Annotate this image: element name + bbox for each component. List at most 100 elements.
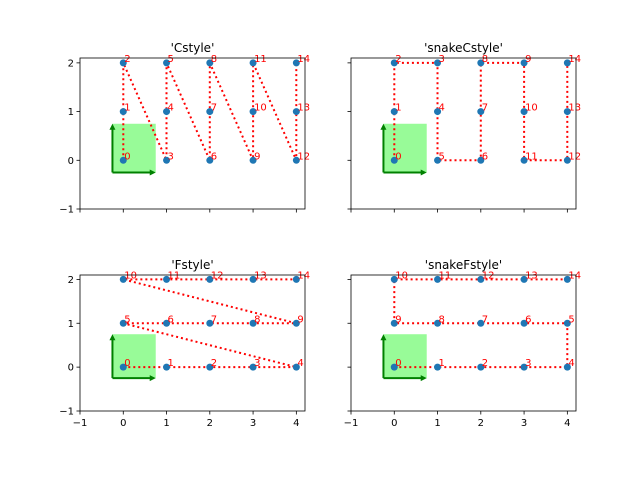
x-tick-label: 3 — [250, 418, 256, 429]
x-arrow-head — [420, 169, 427, 176]
data-point-11 — [520, 156, 528, 164]
x-arrow-head — [149, 169, 156, 176]
data-point-4 — [292, 363, 300, 371]
data-point-7 — [206, 319, 214, 327]
data-point-14 — [563, 275, 571, 283]
point-label-10: 10 — [395, 270, 408, 281]
axes-frame — [79, 274, 306, 412]
data-point-13 — [520, 275, 528, 283]
point-label-7: 7 — [211, 103, 217, 114]
x-tick-label: 1 — [163, 418, 169, 429]
data-point-12 — [477, 275, 485, 283]
data-point-7 — [477, 319, 485, 327]
data-point-3 — [434, 59, 442, 67]
data-point-10 — [390, 275, 398, 283]
point-label-3: 3 — [168, 151, 174, 162]
x-tick-label: −1 — [73, 418, 88, 429]
unit-box — [112, 334, 156, 379]
point-label-3: 3 — [525, 358, 531, 369]
path-line — [123, 278, 297, 369]
data-point-3 — [520, 363, 528, 371]
subplot-title: 'snakeFstyle' — [425, 258, 502, 272]
point-label-11: 11 — [168, 270, 181, 281]
data-point-6 — [206, 156, 214, 164]
y-tick-label: −1 — [59, 205, 74, 216]
path-line — [393, 278, 569, 369]
data-point-14 — [292, 59, 300, 67]
point-label-13: 13 — [297, 103, 310, 114]
y-tick-label: 0 — [68, 156, 74, 167]
x-tick-label: 3 — [521, 418, 527, 429]
y-tick-label: −1 — [59, 407, 74, 418]
point-label-6: 6 — [168, 314, 174, 325]
y-arrow-head — [380, 123, 387, 130]
data-point-10 — [249, 108, 257, 116]
point-label-10: 10 — [124, 270, 137, 281]
data-point-10 — [520, 108, 528, 116]
point-label-8: 8 — [439, 314, 445, 325]
data-point-1 — [434, 363, 442, 371]
x-arrow-head — [420, 375, 427, 382]
point-label-3: 3 — [439, 54, 445, 65]
data-point-2 — [390, 59, 398, 67]
data-point-9 — [390, 319, 398, 327]
point-label-7: 7 — [211, 314, 217, 325]
x-tick-label: 0 — [391, 418, 397, 429]
data-point-12 — [563, 156, 571, 164]
y-tick-label: 2 — [68, 275, 74, 286]
x-arrow-head — [149, 375, 156, 382]
point-label-10: 10 — [254, 103, 267, 114]
point-label-13: 13 — [568, 103, 581, 114]
data-point-6 — [520, 319, 528, 327]
unit-box — [383, 123, 427, 173]
point-label-9: 9 — [395, 314, 401, 325]
y-tick-label: 2 — [68, 58, 74, 69]
x-tick-label: 0 — [120, 418, 126, 429]
data-point-9 — [292, 319, 300, 327]
subplot-title: 'snakeCstyle' — [424, 41, 503, 55]
data-point-8 — [477, 59, 485, 67]
data-point-7 — [206, 108, 214, 116]
y-tick-label: 1 — [68, 107, 74, 118]
x-tick-label: 4 — [564, 418, 570, 429]
point-label-6: 6 — [482, 151, 488, 162]
point-label-14: 14 — [297, 270, 310, 281]
data-point-2 — [119, 59, 127, 67]
axes-frame — [350, 274, 577, 412]
data-point-0 — [390, 156, 398, 164]
data-point-3 — [163, 156, 171, 164]
data-point-8 — [434, 319, 442, 327]
y-arrow-head — [109, 334, 116, 341]
data-point-12 — [292, 156, 300, 164]
point-label-6: 6 — [211, 151, 217, 162]
x-tick-label: 2 — [207, 418, 213, 429]
data-point-7 — [477, 108, 485, 116]
unit-box — [383, 334, 427, 379]
point-label-8: 8 — [482, 54, 488, 65]
data-point-1 — [119, 108, 127, 116]
data-point-13 — [249, 275, 257, 283]
point-label-11: 11 — [439, 270, 452, 281]
data-point-6 — [477, 156, 485, 164]
point-label-4: 4 — [168, 103, 174, 114]
point-label-0: 0 — [124, 358, 130, 369]
data-point-10 — [119, 275, 127, 283]
x-tick-label: 2 — [478, 418, 484, 429]
point-label-0: 0 — [395, 358, 401, 369]
point-label-9: 9 — [297, 314, 303, 325]
point-label-12: 12 — [568, 151, 581, 162]
unit-box — [112, 123, 156, 173]
data-point-0 — [390, 363, 398, 371]
data-point-1 — [163, 363, 171, 371]
point-label-5: 5 — [439, 151, 445, 162]
point-label-13: 13 — [254, 270, 267, 281]
point-label-14: 14 — [568, 270, 581, 281]
data-point-11 — [163, 275, 171, 283]
x-tick-label: −1 — [344, 418, 359, 429]
y-arrow-head — [380, 334, 387, 341]
